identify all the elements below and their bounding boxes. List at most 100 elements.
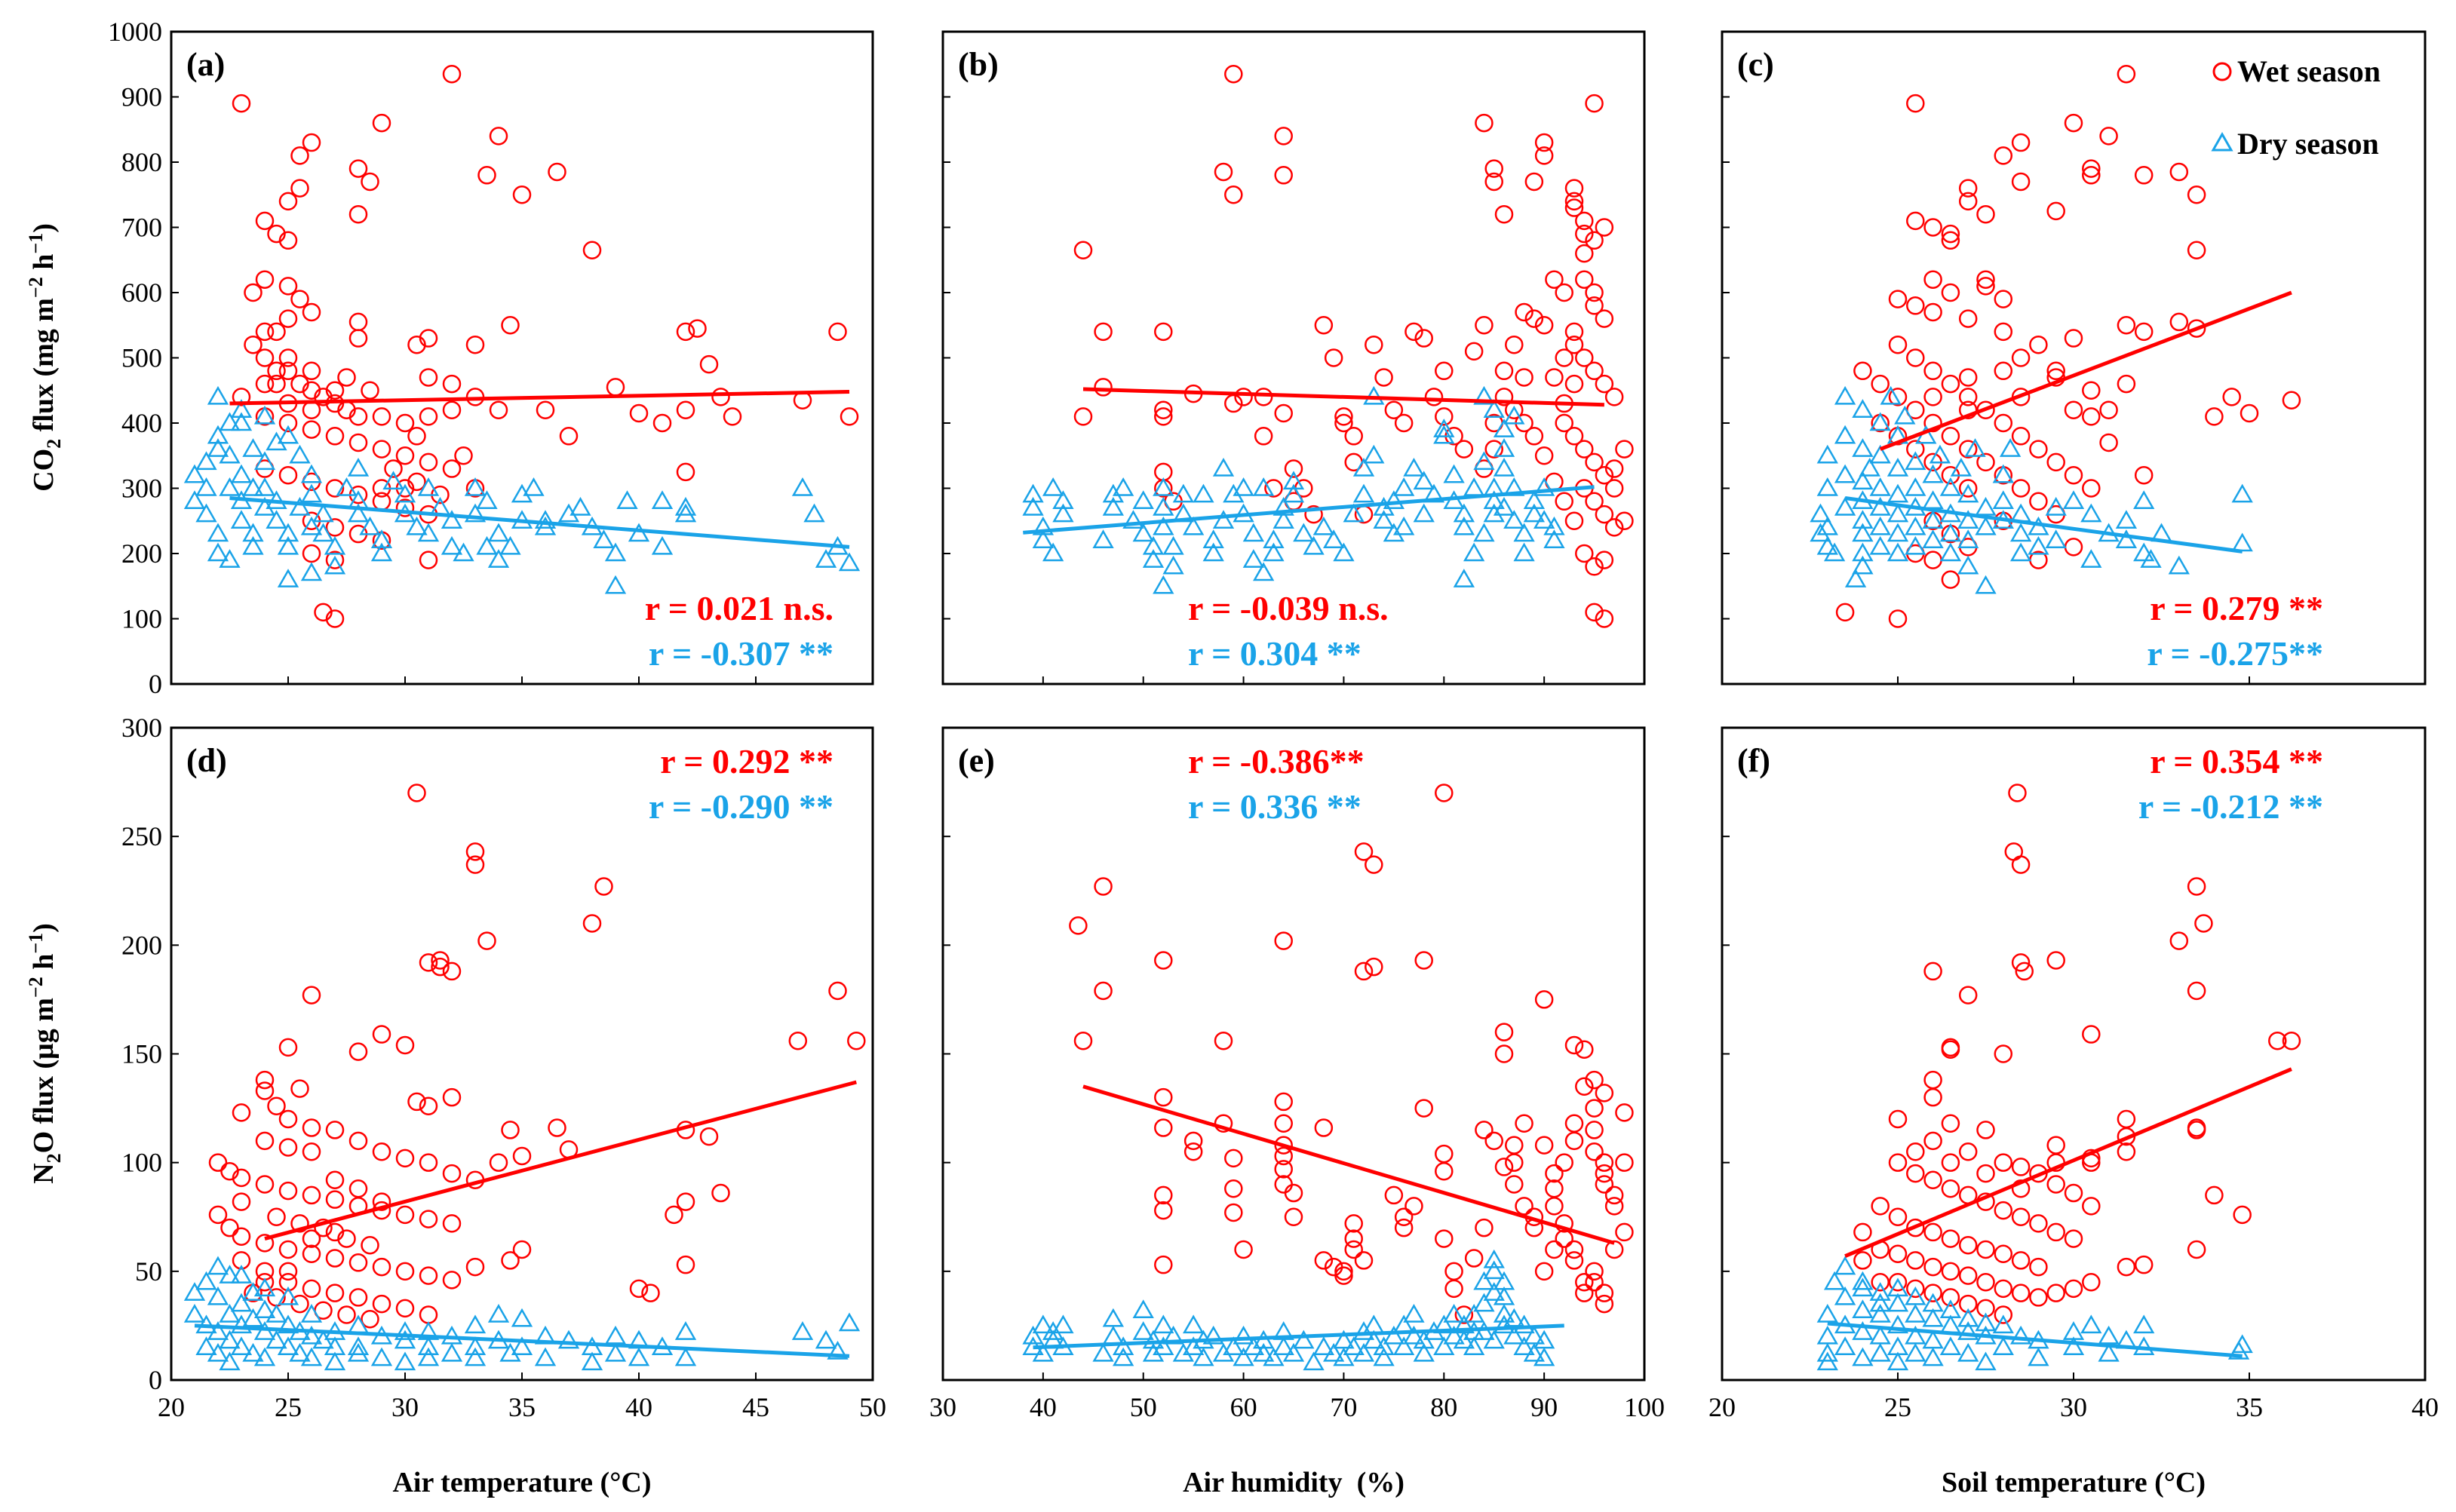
- wet-season-point: [2134, 166, 2154, 185]
- dry-season-point: [2098, 1325, 2120, 1345]
- wet-season-point: [1214, 1031, 1233, 1050]
- wet-season-point: [629, 403, 649, 423]
- wet-season-point: [1923, 270, 1942, 289]
- dry-season-point: [674, 496, 697, 516]
- r-value-dry: r = 0.304 **: [1188, 634, 1362, 673]
- wet-season-point: [1575, 270, 1594, 289]
- wet-season-point: [1585, 1142, 1604, 1161]
- dry-season-point: [1957, 555, 1979, 575]
- dry-season-point: [1413, 1342, 1435, 1362]
- wet-season-point: [1941, 1040, 1960, 1059]
- wet-season-point: [665, 1205, 683, 1225]
- y-title-part: flux (mg m: [28, 298, 60, 439]
- dry-season-point: [1905, 1286, 1926, 1305]
- dry-season-point: [1453, 503, 1475, 523]
- dry-season-point: [417, 477, 440, 496]
- wet-season-point: [1941, 570, 1960, 589]
- wet-season-point: [325, 1121, 345, 1139]
- dry-season-point: [1483, 1282, 1505, 1301]
- dry-season-point: [1453, 569, 1475, 587]
- r-value-dry: r = 0.336 **: [1188, 787, 1362, 826]
- dry-season-point: [1513, 542, 1535, 562]
- dry-season-point: [1852, 1277, 1874, 1297]
- wet-season-point: [1615, 440, 1634, 459]
- dry-season-point: [838, 552, 861, 572]
- dry-season-point: [1453, 516, 1475, 535]
- dry-season-point: [815, 549, 837, 568]
- dry-season-point: [2115, 510, 2138, 529]
- dry-season-point: [2168, 555, 2190, 575]
- wet-season-point: [1505, 1175, 1524, 1194]
- dry-season-point: [312, 523, 334, 542]
- y-tick-label: 100: [121, 604, 162, 634]
- dry-season-point: [1263, 542, 1285, 562]
- wet-season-point: [1435, 1229, 1454, 1248]
- wet-season-point: [1575, 211, 1594, 231]
- dry-season-point: [1922, 1330, 1944, 1349]
- dry-season-point: [1252, 1342, 1275, 1362]
- wet-season-point: [2064, 1183, 2083, 1203]
- dry-season-point: [464, 503, 487, 523]
- dry-season-point: [1233, 477, 1254, 496]
- wet-season-point: [1941, 283, 1960, 302]
- wet-season-point: [2029, 1214, 2048, 1233]
- wet-season-point: [419, 329, 438, 348]
- wet-season-point: [2011, 1251, 2031, 1270]
- wet-season-point: [395, 1262, 415, 1281]
- dry-season-point: [1816, 444, 1838, 464]
- wet-season-point: [1923, 388, 1942, 406]
- wet-season-point: [407, 335, 426, 354]
- wet-season-trend-line: [1082, 1084, 1615, 1245]
- wet-season-point: [1853, 361, 1872, 381]
- dry-season-point: [1869, 444, 1891, 464]
- panel-f: (f) r = 0.354 ** r = -0.212 **: [1721, 726, 2427, 1382]
- dry-season-point: [1153, 1314, 1174, 1334]
- wet-season-point: [1094, 322, 1113, 342]
- wet-season-point: [2015, 961, 2034, 981]
- wet-season-point: [676, 1192, 695, 1211]
- dry-season-point: [1887, 1314, 1909, 1334]
- dry-season-point: [1032, 516, 1055, 535]
- wet-season-point: [361, 1310, 379, 1329]
- dry-season-point: [838, 1312, 861, 1332]
- wet-season-point: [1604, 518, 1624, 537]
- wet-season-trend-line: [1879, 290, 2292, 451]
- wet-season-point: [302, 544, 321, 563]
- dry-season-point: [557, 1330, 580, 1349]
- dry-season-point: [2133, 542, 2155, 562]
- dry-season-point: [347, 458, 370, 477]
- wet-season-point: [325, 381, 345, 400]
- wet-season-point: [1394, 1207, 1414, 1226]
- dry-season-point: [219, 477, 241, 496]
- wet-season-point: [2029, 440, 2048, 459]
- wet-season-point: [442, 459, 462, 478]
- dry-season-point: [441, 1325, 463, 1345]
- dry-season-point: [1869, 1282, 1891, 1301]
- wet-season-point: [290, 1214, 309, 1233]
- wet-season-point: [2117, 316, 2136, 335]
- dry-season-point: [1403, 1303, 1425, 1323]
- wet-season-point: [278, 413, 298, 433]
- y-title-sub: 2: [43, 1153, 65, 1163]
- dry-season-point: [242, 535, 264, 555]
- wet-season-point: [1941, 374, 1960, 394]
- dry-season-point: [1443, 1303, 1465, 1323]
- r-value-wet: r = -0.039 n.s.: [1188, 589, 1389, 627]
- wet-season-point: [1494, 361, 1514, 381]
- panel-label: (f): [1737, 742, 1770, 779]
- dry-season-point: [207, 542, 229, 562]
- y-title-part: ): [28, 223, 60, 233]
- dry-season-point: [487, 1303, 510, 1323]
- wet-season-point: [2082, 381, 2101, 400]
- wet-season-point: [395, 1149, 415, 1168]
- dry-season-point: [266, 431, 287, 451]
- wet-season-point: [1254, 388, 1273, 406]
- dry-season-point: [581, 1351, 603, 1371]
- wet-season-point: [2233, 1205, 2252, 1225]
- wet-season-point: [1941, 1179, 1960, 1198]
- y-tick-label: 900: [121, 82, 162, 112]
- wet-season-point: [431, 957, 450, 977]
- dry-season-point: [2062, 1336, 2085, 1355]
- dry-season-point: [242, 1342, 264, 1362]
- wet-season-point: [723, 407, 742, 426]
